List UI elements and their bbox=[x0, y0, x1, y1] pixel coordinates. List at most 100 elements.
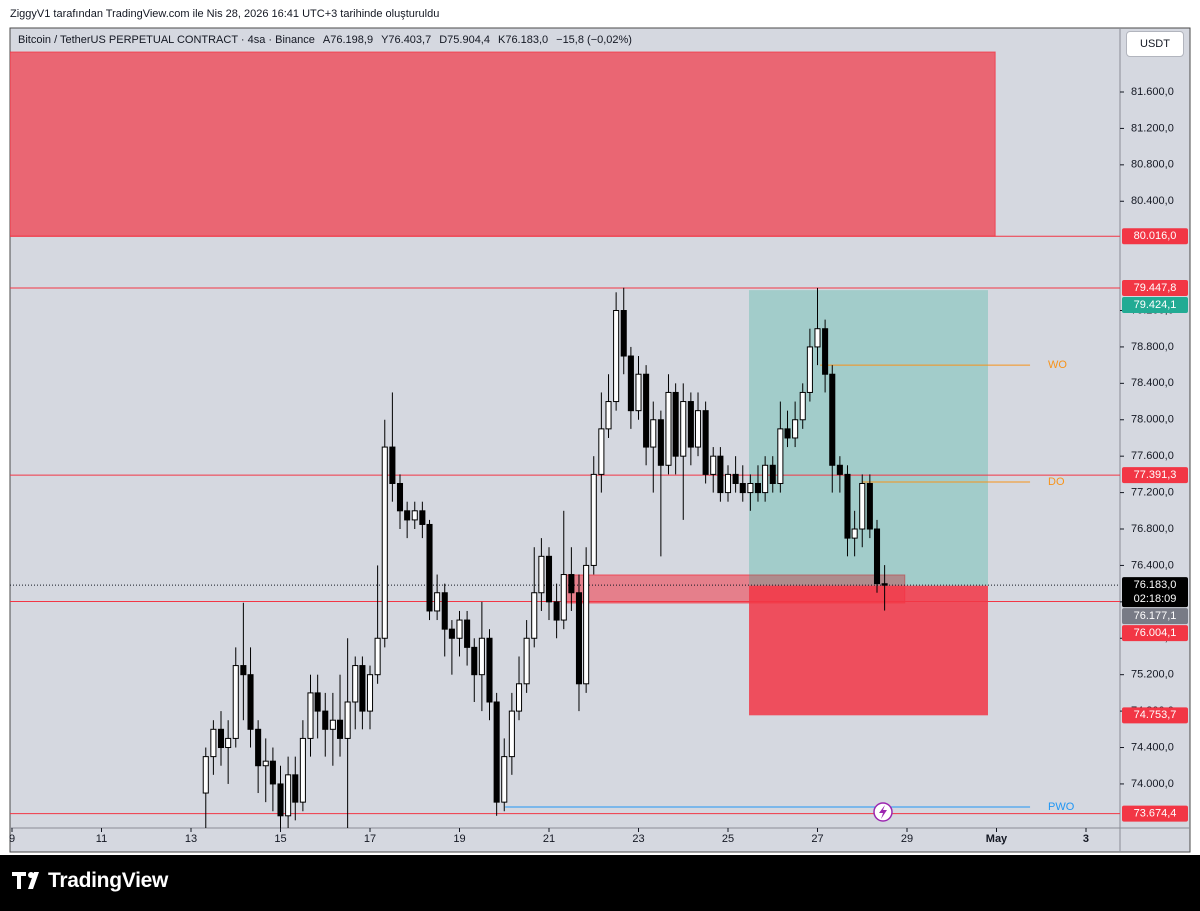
candle-body bbox=[635, 373, 642, 412]
candle-body bbox=[404, 510, 411, 521]
candle-body bbox=[448, 628, 455, 639]
candle-body bbox=[643, 373, 650, 448]
x-tick-label: 27 bbox=[811, 833, 823, 845]
brand: TradingView bbox=[48, 869, 169, 892]
candle-body bbox=[620, 310, 627, 357]
candle-body bbox=[747, 482, 754, 494]
candle-body bbox=[866, 482, 873, 530]
candle-body bbox=[702, 410, 709, 475]
candle-body bbox=[590, 473, 597, 566]
candle-body bbox=[247, 674, 254, 730]
candle-body bbox=[710, 455, 717, 475]
candle-body bbox=[762, 464, 769, 494]
candle-body bbox=[777, 428, 784, 484]
candle-body bbox=[575, 592, 583, 685]
candle-body bbox=[277, 783, 284, 817]
x-tick-label: 13 bbox=[185, 833, 197, 845]
x-tick-label: 23 bbox=[632, 833, 644, 845]
candle-body bbox=[881, 583, 888, 586]
candle-body bbox=[493, 701, 500, 803]
currency-button[interactable]: USDT bbox=[1126, 31, 1184, 57]
x-tick-label: 19 bbox=[453, 833, 465, 845]
x-tick-label: 15 bbox=[274, 833, 286, 845]
legend: Bitcoin / TetherUS PERPETUAL CONTRACT · … bbox=[18, 34, 632, 46]
candle-body bbox=[598, 428, 605, 475]
candle-body bbox=[352, 665, 359, 703]
x-tick-label: May bbox=[986, 833, 1008, 845]
axes: 74.000,074.400,074.800,075.200,075.600,0… bbox=[9, 86, 1188, 845]
candle-body bbox=[657, 419, 664, 466]
candle-body bbox=[873, 528, 881, 585]
y-tick-label: 76.400,0 bbox=[1131, 559, 1174, 571]
legend-item: K76.183,0 bbox=[497, 34, 549, 46]
candle-body bbox=[314, 692, 321, 712]
candle-body bbox=[814, 328, 821, 348]
y-tick-label: 75.200,0 bbox=[1131, 669, 1174, 681]
candle-body bbox=[724, 473, 732, 494]
candle-body bbox=[381, 446, 388, 639]
y-tick-label: 81.200,0 bbox=[1131, 122, 1174, 134]
price-tag-label: 80.016,0 bbox=[1134, 230, 1177, 242]
x-tick-label: 3 bbox=[1083, 833, 1089, 845]
candle-body bbox=[366, 674, 374, 712]
x-tick-label: 25 bbox=[722, 833, 734, 845]
candle-body bbox=[471, 646, 478, 676]
x-tick-label: 11 bbox=[96, 833, 107, 845]
candle-body bbox=[240, 665, 247, 676]
zone bbox=[10, 51, 996, 237]
candle-body bbox=[225, 737, 232, 749]
candle-body bbox=[687, 401, 694, 448]
candle-body bbox=[545, 555, 553, 603]
candle-body bbox=[694, 410, 702, 448]
legend-item: −15,8 (−0,02%) bbox=[556, 34, 632, 46]
candle-body bbox=[851, 528, 858, 539]
candle-body bbox=[739, 482, 746, 494]
y-tick-label: 80.800,0 bbox=[1131, 159, 1174, 171]
candle-body bbox=[538, 555, 545, 594]
x-tick-label: 29 bbox=[901, 833, 913, 845]
candle-body bbox=[292, 774, 299, 803]
candle-body bbox=[754, 482, 762, 494]
candle-body bbox=[680, 401, 687, 457]
level-label: PWO bbox=[1048, 801, 1075, 813]
candle-body bbox=[202, 756, 209, 794]
y-tick-label: 74.000,0 bbox=[1131, 778, 1174, 790]
candle-body bbox=[359, 665, 366, 712]
candle-body bbox=[769, 464, 776, 484]
candle-body bbox=[344, 701, 351, 739]
price-tag-label: 74.753,7 bbox=[1134, 709, 1177, 721]
candle-body bbox=[792, 419, 799, 439]
y-tick-label: 78.000,0 bbox=[1131, 414, 1174, 426]
candle-body bbox=[799, 391, 806, 421]
footer bbox=[0, 855, 1200, 911]
price-tag bbox=[1122, 467, 1188, 484]
position-stop bbox=[749, 585, 988, 716]
y-tick-label: 81.600,0 bbox=[1131, 86, 1174, 98]
candle-body bbox=[560, 574, 567, 621]
candle-body bbox=[501, 756, 508, 803]
level-label: WO bbox=[1048, 359, 1067, 371]
candle-body bbox=[255, 728, 262, 767]
caption: ZiggyV1 tarafından TradingView.com ile N… bbox=[10, 8, 440, 20]
x-tick-label: 17 bbox=[364, 833, 376, 845]
candle-body bbox=[329, 719, 336, 730]
brand-logo bbox=[12, 872, 39, 889]
plot-area: WO DO PWO bbox=[10, 51, 1120, 828]
price-tag bbox=[1122, 707, 1188, 724]
price-tag bbox=[1122, 279, 1188, 296]
candle-body bbox=[665, 391, 672, 466]
candle-body bbox=[419, 510, 426, 525]
price-tag bbox=[1122, 608, 1188, 625]
legend-item: D75.904,4 bbox=[439, 34, 490, 46]
price-tag-label: 79.447,8 bbox=[1134, 282, 1177, 294]
candle-body bbox=[434, 592, 441, 612]
candle-body bbox=[822, 328, 829, 375]
symbol-title: Bitcoin / TetherUS PERPETUAL CONTRACT · … bbox=[18, 34, 315, 46]
price-tag-label: 79.424,1 bbox=[1134, 299, 1177, 311]
candle-body bbox=[627, 355, 634, 412]
x-tick-label: 21 bbox=[543, 833, 555, 845]
countdown: 02:18:09 bbox=[1134, 593, 1177, 605]
price-tag bbox=[1122, 577, 1188, 608]
price-tag bbox=[1122, 296, 1188, 313]
